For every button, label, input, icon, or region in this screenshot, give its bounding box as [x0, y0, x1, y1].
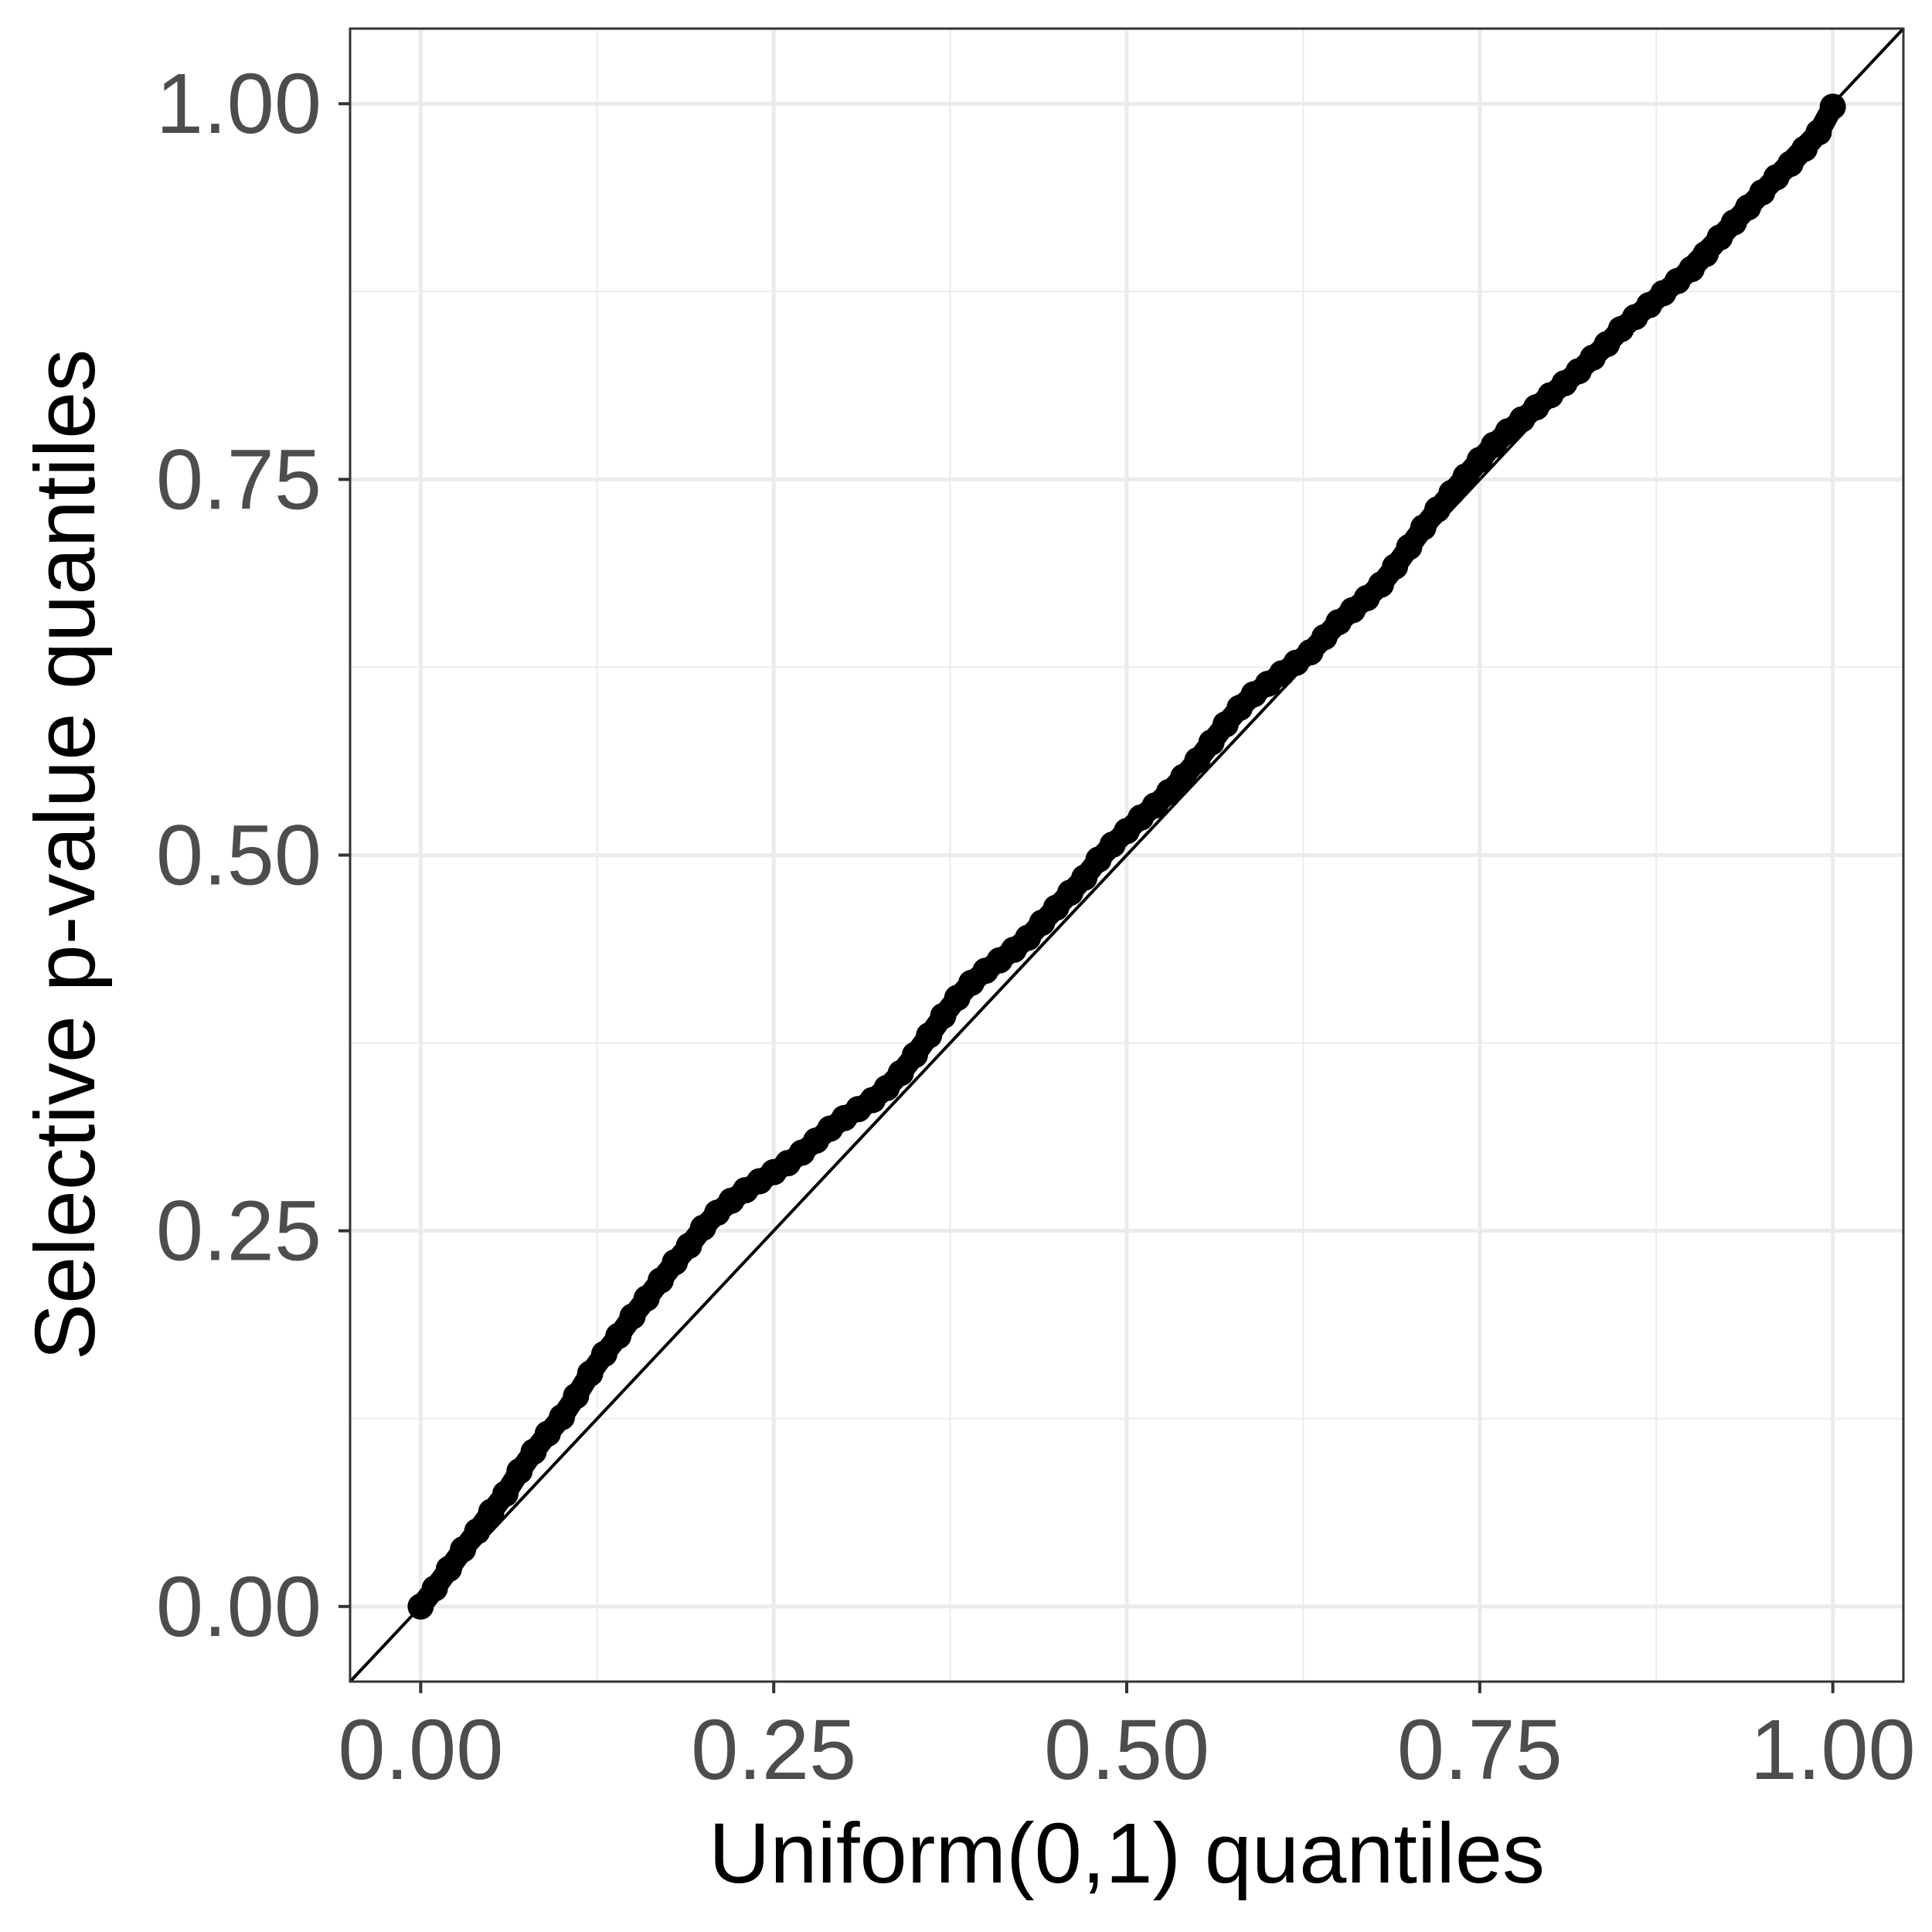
- y-axis-title: Selective p-value quantiles: [18, 349, 113, 1361]
- data-point: [1071, 864, 1098, 891]
- data-point: [407, 1593, 434, 1620]
- data-point: [619, 1303, 646, 1330]
- y-tick-label: 0.25: [156, 1184, 321, 1279]
- x-axis: 0.00 0.25 0.50 0.75 1.00: [338, 1682, 1916, 1798]
- y-tick-label: 0.75: [156, 432, 321, 527]
- data-point: [887, 1060, 914, 1087]
- data-point: [577, 1360, 604, 1387]
- data-point: [1367, 571, 1394, 598]
- data-point: [1198, 729, 1225, 756]
- data-point: [590, 1341, 617, 1368]
- data-point: [633, 1285, 660, 1312]
- data-point: [549, 1403, 576, 1430]
- data-point: [605, 1322, 632, 1349]
- x-tick-label: 1.00: [1750, 1702, 1916, 1798]
- data-point: [916, 1022, 943, 1049]
- data-point: [435, 1556, 462, 1583]
- data-point: [478, 1498, 505, 1526]
- data-point: [492, 1480, 519, 1507]
- y-tick-label: 0.50: [156, 808, 321, 903]
- data-point: [421, 1575, 448, 1602]
- data-point: [506, 1458, 533, 1485]
- data-point: [1805, 119, 1832, 146]
- x-tick-label: 0.25: [691, 1702, 856, 1798]
- data-point: [520, 1438, 547, 1465]
- data-point: [563, 1383, 590, 1410]
- y-axis: 0.00 0.25 0.50 0.75 1.00: [156, 56, 350, 1655]
- data-point: [450, 1536, 477, 1563]
- data-point: [1382, 553, 1409, 580]
- data-point: [930, 1002, 957, 1029]
- y-tick-label: 1.00: [156, 56, 321, 151]
- data-point: [901, 1042, 928, 1069]
- data-point: [1819, 94, 1846, 121]
- data-points: [407, 94, 1846, 1620]
- x-tick-label: 0.75: [1397, 1702, 1563, 1798]
- data-point: [675, 1233, 702, 1260]
- x-axis-title: Uniform(0,1) quantiles: [709, 1806, 1545, 1901]
- data-point: [1396, 533, 1423, 560]
- y-tick-label: 0.00: [156, 1560, 321, 1655]
- data-point: [464, 1518, 491, 1545]
- data-point: [1184, 747, 1211, 774]
- x-tick-label: 0.50: [1044, 1702, 1209, 1798]
- data-point: [648, 1267, 674, 1294]
- x-tick-label: 0.00: [338, 1702, 503, 1798]
- data-point: [1410, 514, 1437, 541]
